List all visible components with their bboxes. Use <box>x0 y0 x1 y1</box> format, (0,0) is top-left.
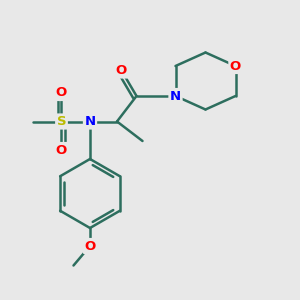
Text: N: N <box>84 115 96 128</box>
Text: O: O <box>84 239 96 253</box>
Text: O: O <box>56 86 67 100</box>
Text: O: O <box>56 143 67 157</box>
Text: N: N <box>170 89 181 103</box>
Text: O: O <box>230 59 241 73</box>
Text: O: O <box>116 64 127 77</box>
Text: S: S <box>57 115 66 128</box>
